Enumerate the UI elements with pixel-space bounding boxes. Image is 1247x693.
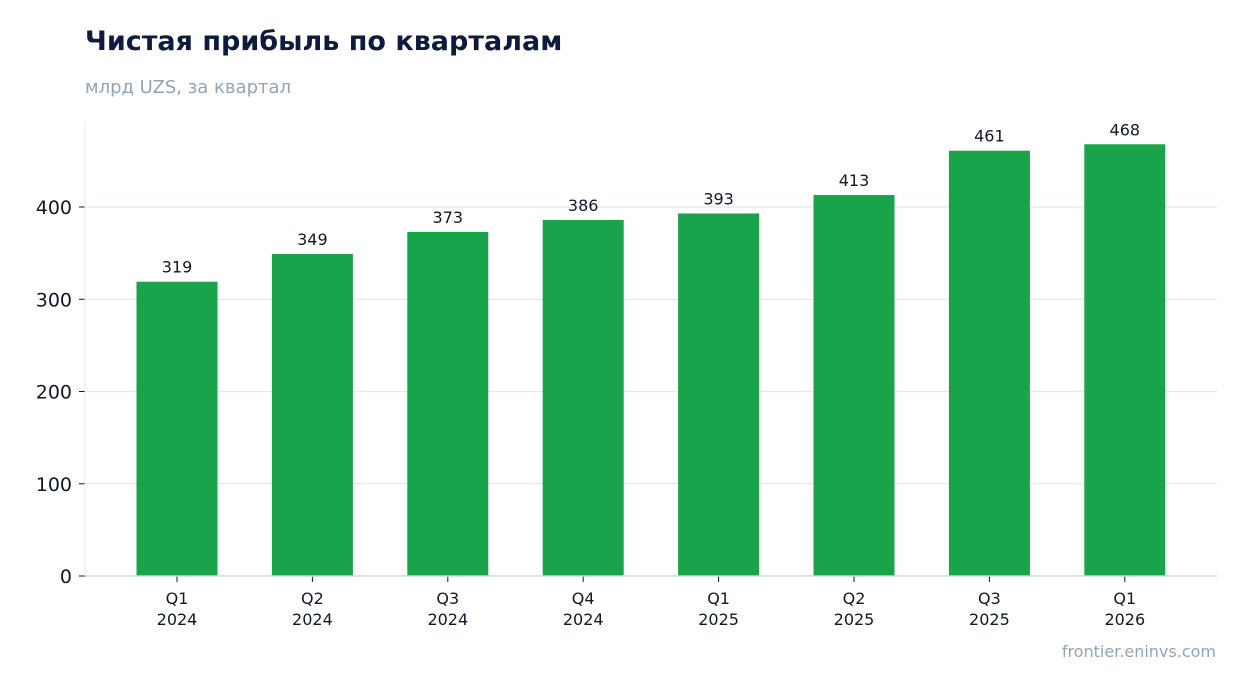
bar-value-label: 461	[974, 127, 1005, 146]
bar-value-label: 413	[839, 171, 870, 190]
bar-value-label: 386	[568, 196, 599, 215]
x-tick-label-quarter: Q3	[436, 589, 459, 608]
y-tick-label: 400	[36, 197, 72, 219]
y-tick-label: 100	[36, 474, 72, 496]
chart-subtitle: млрд UZS, за квартал	[85, 77, 292, 98]
x-tick-label-year: 2026	[1104, 610, 1145, 629]
bar	[271, 254, 353, 577]
x-tick-label-year: 2024	[563, 610, 604, 629]
y-tick-label: 300	[36, 289, 72, 311]
bar-value-label: 468	[1110, 120, 1141, 139]
x-tick-label-year: 2025	[834, 610, 875, 629]
bar	[948, 150, 1030, 577]
x-tick-label-year: 2025	[698, 610, 739, 629]
bar	[407, 231, 489, 576]
x-tick-label-quarter: Q2	[843, 589, 866, 608]
bar	[136, 281, 218, 576]
bar-value-label: 319	[162, 258, 193, 277]
x-tick-label-quarter: Q1	[1113, 589, 1136, 608]
bar-value-label: 373	[433, 208, 464, 227]
bar	[1084, 144, 1166, 576]
y-tick-label: 0	[60, 566, 72, 588]
x-tick-label-quarter: Q3	[978, 589, 1001, 608]
x-tick-label-quarter: Q4	[572, 589, 595, 608]
x-tick-label-year: 2025	[969, 610, 1010, 629]
bar-value-label: 349	[297, 230, 328, 249]
x-tick-label-year: 2024	[292, 610, 333, 629]
x-tick-label-quarter: Q1	[166, 589, 189, 608]
x-tick-label-quarter: Q2	[301, 589, 324, 608]
bar	[678, 213, 760, 576]
chart-title: Чистая прибыль по кварталам	[85, 26, 563, 57]
x-tick-label-quarter: Q1	[707, 589, 730, 608]
bar	[542, 219, 624, 577]
y-tick-label: 200	[36, 382, 72, 404]
x-tick-label-year: 2024	[427, 610, 468, 629]
source-attribution: frontier.eninvs.com	[1061, 642, 1216, 661]
bar	[813, 195, 895, 576]
bar-value-label: 393	[703, 189, 734, 208]
x-tick-label-year: 2024	[157, 610, 198, 629]
